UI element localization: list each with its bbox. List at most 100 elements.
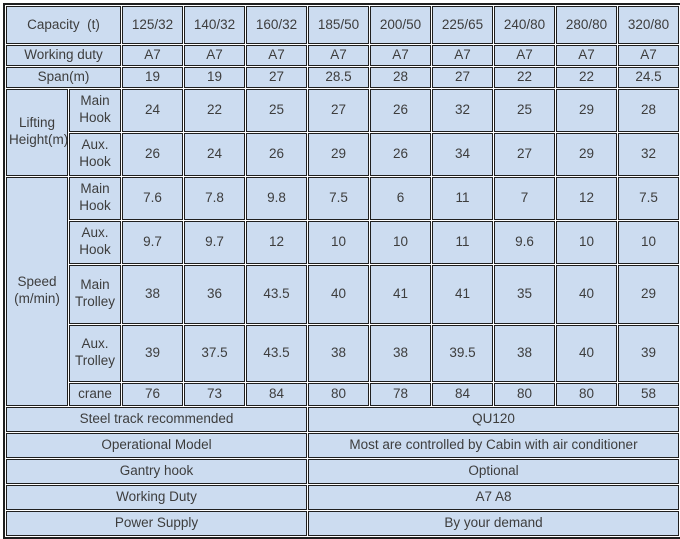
footer-label-power-supply: Power Supply bbox=[6, 510, 307, 536]
spec-cell: 29 bbox=[618, 264, 679, 324]
spec-cell: 39 bbox=[122, 324, 183, 382]
spec-cell: A7 bbox=[308, 45, 369, 66]
spec-cell: A7 bbox=[184, 45, 245, 66]
spec-cell: 76 bbox=[122, 382, 183, 406]
spec-cell: 26 bbox=[122, 132, 183, 176]
row-label-span: Span(m) bbox=[6, 66, 121, 88]
spec-cell: 9.6 bbox=[494, 220, 555, 264]
spec-cell: 41 bbox=[432, 264, 493, 324]
spec-cell: 9.7 bbox=[122, 220, 183, 264]
spec-cell: 39 bbox=[618, 324, 679, 382]
spec-cell: 240/80 bbox=[494, 6, 555, 44]
spec-cell: 29 bbox=[308, 132, 369, 176]
spec-cell: 39.5 bbox=[432, 324, 493, 382]
spec-cell: 78 bbox=[370, 382, 431, 406]
spec-cell: 320/80 bbox=[618, 6, 679, 44]
footer-value-working-duty: A7 A8 bbox=[308, 484, 679, 510]
footer-row-gantry-hook: Gantry hook Optional bbox=[6, 458, 679, 484]
spec-cell: 7 bbox=[494, 176, 555, 220]
spec-cell: 27 bbox=[246, 66, 307, 88]
spec-cell: 26 bbox=[246, 132, 307, 176]
spec-cell: 84 bbox=[246, 382, 307, 406]
speed-main-hook-row: Speed (m/min) Main Hook 7.6 7.8 9.8 7.5 … bbox=[6, 176, 679, 406]
spec-cell: 22 bbox=[556, 66, 617, 88]
spec-cell: 27 bbox=[494, 132, 555, 176]
subrow-label-main-trolley: Main Trolley bbox=[69, 264, 121, 324]
spec-cell: 19 bbox=[122, 66, 183, 88]
spec-cell: 38 bbox=[122, 264, 183, 324]
row-label-capacity: Capacity (t) bbox=[6, 6, 121, 44]
footer-value-gantry-hook: Optional bbox=[308, 458, 679, 484]
footer-label-working-duty: Working Duty bbox=[6, 484, 307, 510]
spec-cell: 24 bbox=[122, 88, 183, 132]
spec-cell: 9.7 bbox=[184, 220, 245, 264]
spec-cell: 28 bbox=[370, 66, 431, 88]
spec-cell: 160/32 bbox=[246, 6, 307, 44]
spec-cell: 28 bbox=[618, 88, 679, 132]
subrow-label-aux-trolley: Aux. Trolley bbox=[69, 324, 121, 382]
spec-cell: 7.5 bbox=[308, 176, 369, 220]
spec-cell: A7 bbox=[122, 45, 183, 66]
spec-cell: 36 bbox=[184, 264, 245, 324]
spec-cell: 38 bbox=[308, 324, 369, 382]
spec-cell: 29 bbox=[556, 132, 617, 176]
spec-cell: 140/32 bbox=[184, 6, 245, 44]
spec-cell: 26 bbox=[370, 88, 431, 132]
spec-cell: 11 bbox=[432, 220, 493, 264]
crane-spec-table: Capacity (t) 125/32 140/32 160/32 185/50… bbox=[3, 3, 680, 539]
spec-cell: 26 bbox=[370, 132, 431, 176]
spec-cell: 41 bbox=[370, 264, 431, 324]
speed-aux-trolley-row: Aux. Trolley 39 37.5 43.5 38 38 39.5 38 … bbox=[6, 324, 679, 382]
spec-cell: 73 bbox=[184, 382, 245, 406]
footer-label-gantry-hook: Gantry hook bbox=[6, 458, 307, 484]
footer-label-operational-model: Operational Model bbox=[6, 432, 307, 458]
spec-cell: 10 bbox=[308, 220, 369, 264]
footer-label-steel-track: Steel track recommended bbox=[6, 406, 307, 432]
group-label-lifting-height: Lifting Height(m) bbox=[6, 88, 68, 176]
spec-cell: 7.6 bbox=[122, 176, 183, 220]
spec-cell: 27 bbox=[308, 88, 369, 132]
capacity-row: Capacity (t) 125/32 140/32 160/32 185/50… bbox=[6, 6, 679, 44]
spec-cell: 80 bbox=[556, 382, 617, 406]
spec-cell: 40 bbox=[556, 324, 617, 382]
spec-cell: 80 bbox=[308, 382, 369, 406]
footer-value-operational-model: Most are controlled by Cabin with air co… bbox=[308, 432, 679, 458]
subrow-label-aux-hook: Aux. Hook bbox=[69, 132, 121, 176]
spec-cell: 10 bbox=[370, 220, 431, 264]
spec-cell: 43.5 bbox=[246, 324, 307, 382]
subrow-label-crane: crane bbox=[69, 382, 121, 406]
spec-cell: 43.5 bbox=[246, 264, 307, 324]
spec-cell: 35 bbox=[494, 264, 555, 324]
spec-cell: 280/80 bbox=[556, 6, 617, 44]
spec-cell: 25 bbox=[246, 88, 307, 132]
spec-cell: 27 bbox=[432, 66, 493, 88]
spec-cell: 24 bbox=[184, 132, 245, 176]
spec-cell: 32 bbox=[618, 132, 679, 176]
lifting-height-main-hook-row: Lifting Height(m) Main Hook 24 22 25 27 … bbox=[6, 88, 679, 176]
spec-cell: 38 bbox=[494, 324, 555, 382]
spec-cell: 185/50 bbox=[308, 6, 369, 44]
spec-cell: 10 bbox=[618, 220, 679, 264]
row-label-working-duty: Working duty bbox=[6, 45, 121, 66]
spec-cell: 225/65 bbox=[432, 6, 493, 44]
speed-main-trolley-row: Main Trolley 38 36 43.5 40 41 41 35 40 2… bbox=[6, 264, 679, 324]
spec-cell: 11 bbox=[432, 176, 493, 220]
spec-cell: A7 bbox=[556, 45, 617, 66]
spec-cell: 12 bbox=[246, 220, 307, 264]
spec-cell: 32 bbox=[432, 88, 493, 132]
working-duty-row: Working duty A7 A7 A7 A7 A7 A7 A7 A7 A7 bbox=[6, 45, 679, 66]
spec-cell: 38 bbox=[370, 324, 431, 382]
spec-cell: 28.5 bbox=[308, 66, 369, 88]
lifting-height-aux-hook-row: Aux. Hook 26 24 26 29 26 34 27 29 32 bbox=[6, 132, 679, 176]
subrow-label-main-hook: Main Hook bbox=[69, 176, 121, 220]
spec-cell: 34 bbox=[432, 132, 493, 176]
spec-cell: 22 bbox=[494, 66, 555, 88]
spec-cell: 12 bbox=[556, 176, 617, 220]
spec-cell: 84 bbox=[432, 382, 493, 406]
spec-cell: 80 bbox=[494, 382, 555, 406]
spec-cell: A7 bbox=[370, 45, 431, 66]
footer-row-operational-model: Operational Model Most are controlled by… bbox=[6, 432, 679, 458]
footer-value-steel-track: QU120 bbox=[308, 406, 679, 432]
spec-cell: 200/50 bbox=[370, 6, 431, 44]
